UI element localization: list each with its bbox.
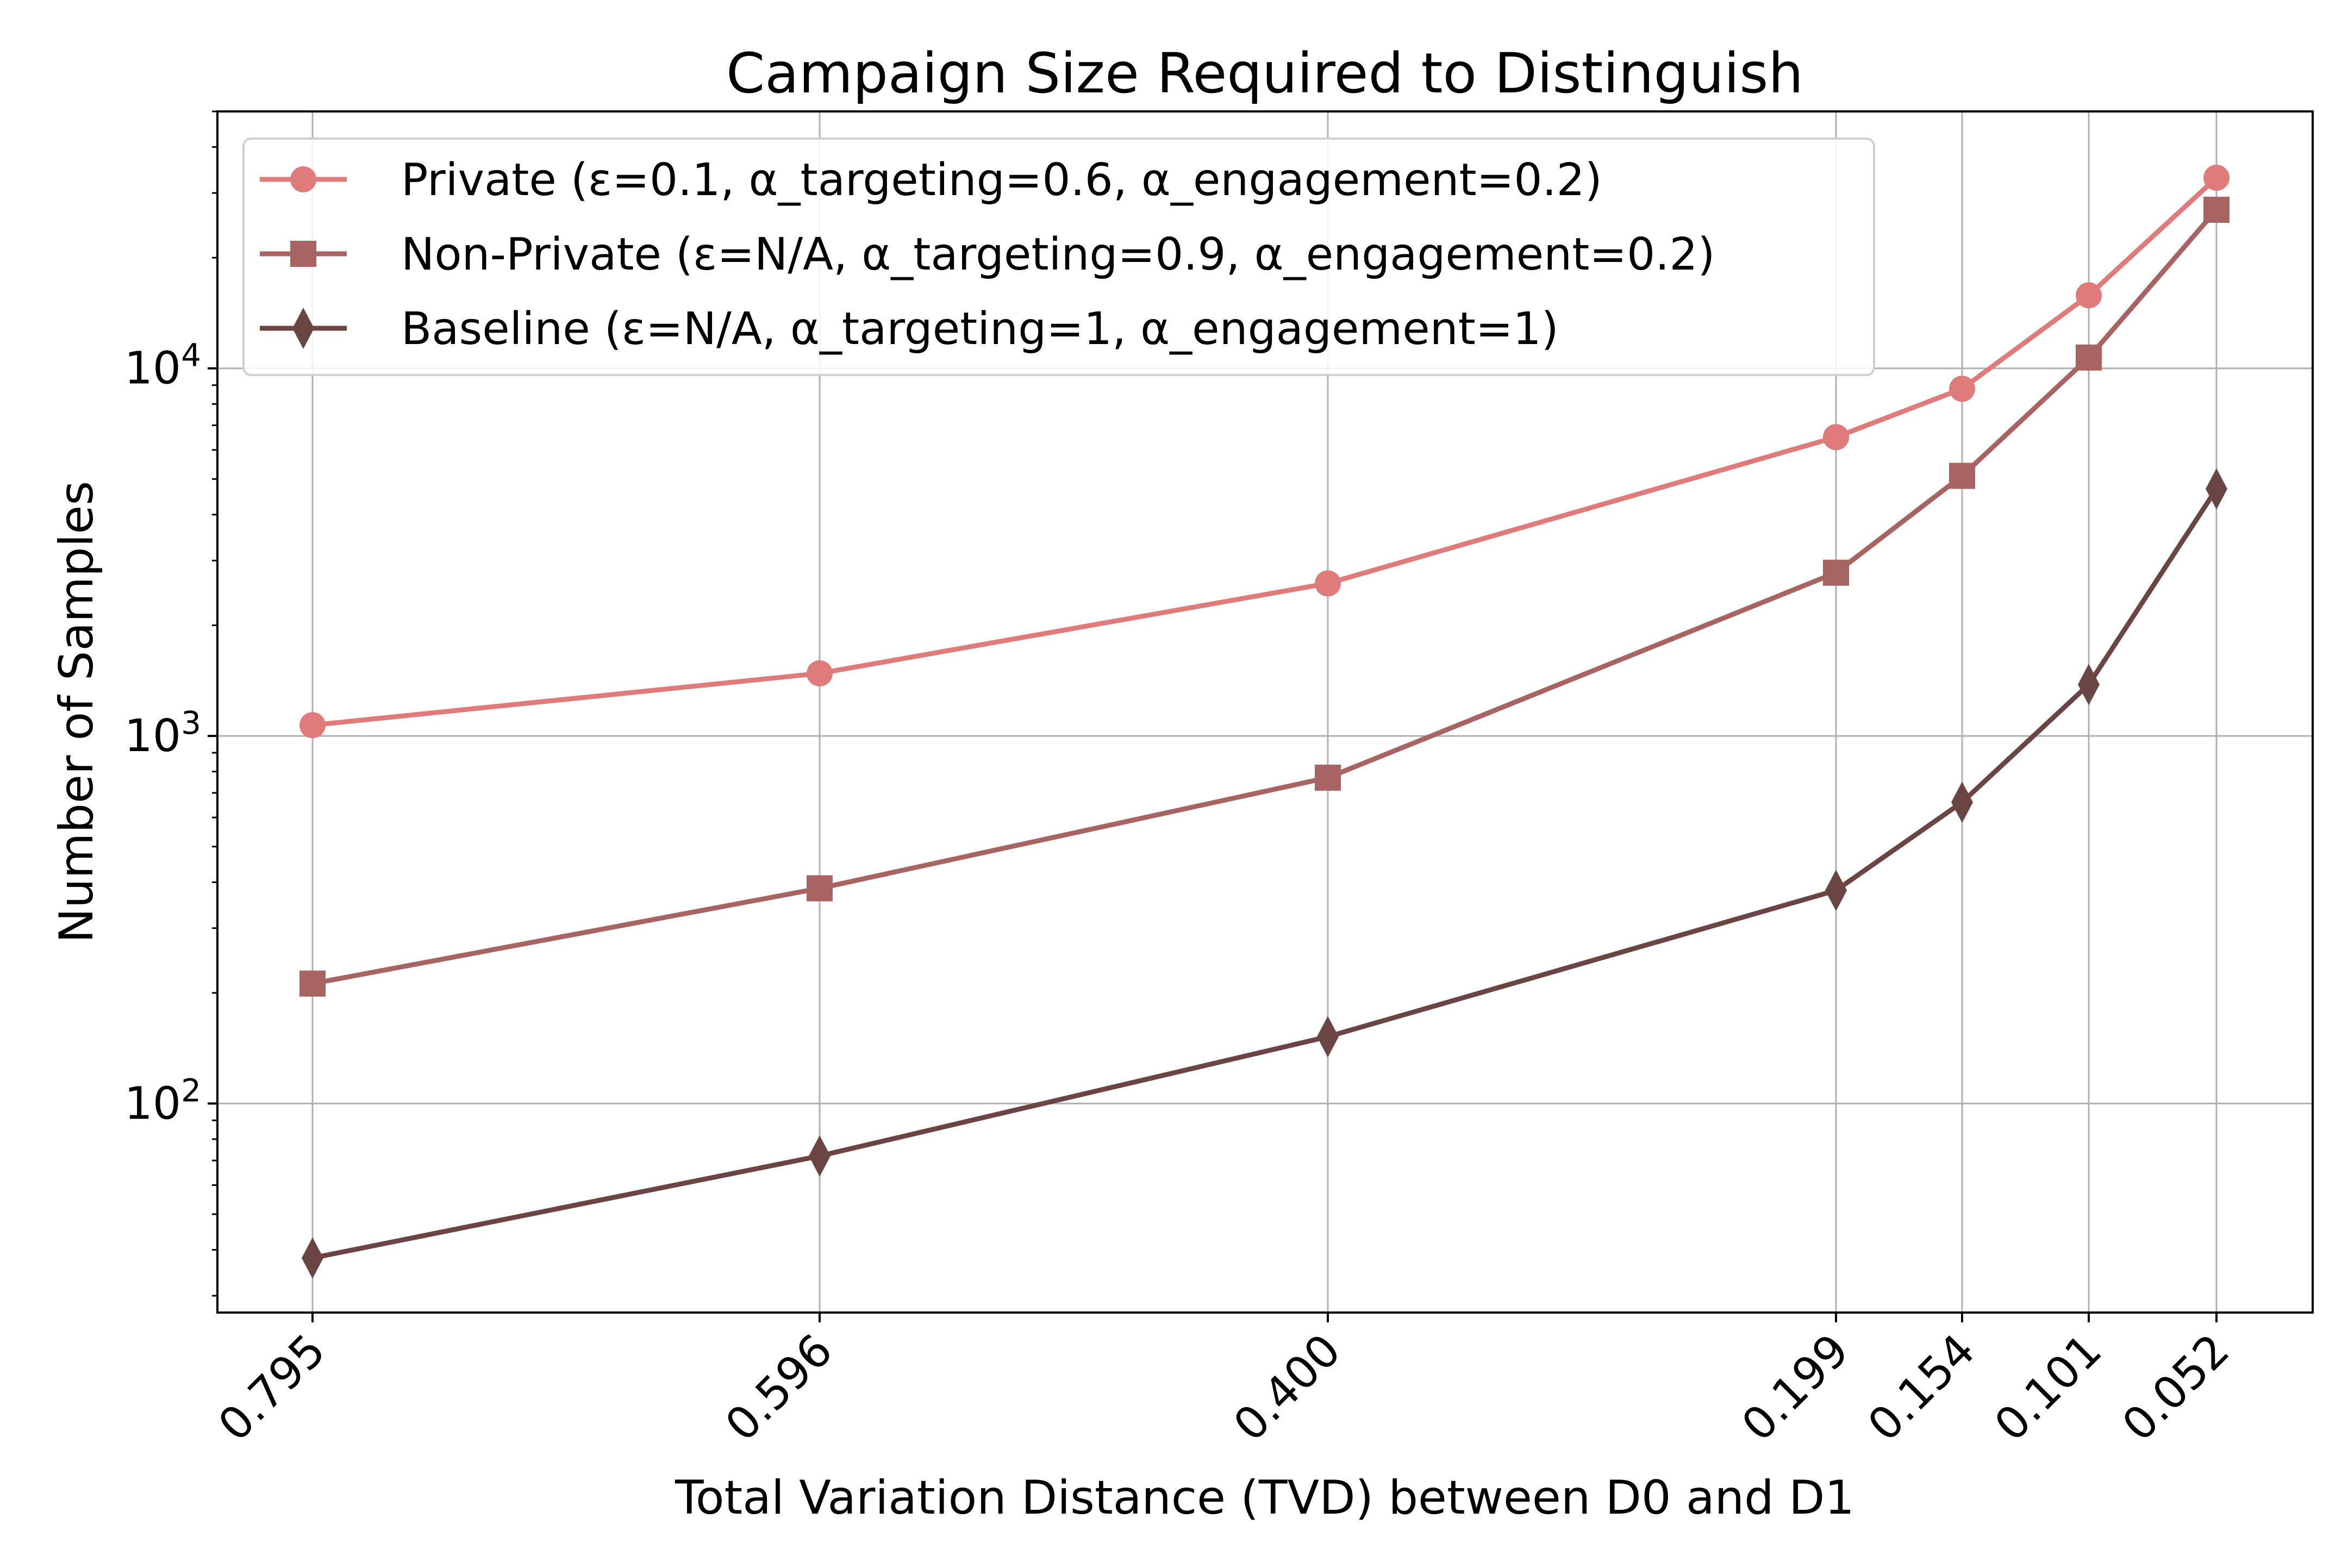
series-diamond [302, 468, 2227, 1279]
data-point [2076, 344, 2102, 371]
data-point [302, 1237, 323, 1279]
y-tick-exponent: 4 [181, 337, 201, 374]
x-tick-label: 0.052 [2113, 1325, 2239, 1451]
data-point [1823, 424, 1849, 451]
series-square [299, 196, 2230, 997]
legend-label: Baseline (ε=N/A, α_targeting=1, α_engage… [401, 303, 1559, 355]
legend: Private (ε=0.1, α_targeting=0.6, α_engag… [242, 138, 1875, 376]
legend-marker [290, 241, 316, 267]
data-point [1317, 1016, 1339, 1058]
data-point [1315, 570, 1341, 597]
legend-label: Non-Private (ε=N/A, α_targeting=0.9, α_e… [401, 229, 1715, 280]
legend-box [242, 138, 1875, 376]
data-point [1823, 559, 1849, 586]
data-point [2203, 165, 2230, 191]
data-point [2206, 468, 2227, 510]
data-point [1949, 463, 1975, 489]
series-circle [299, 165, 2230, 739]
data-point [299, 712, 326, 739]
x-axis-label: Total Variation Distance (TVD) between D… [675, 1471, 1854, 1525]
series-line [312, 488, 2219, 1261]
plot-frame [216, 110, 2314, 1314]
legend-marker [292, 308, 314, 349]
x-tick-label: 0.154 [1858, 1325, 1985, 1451]
y-tick-label: 104 [124, 337, 201, 395]
chart-title: Campaign Size Required to Distinguish [726, 41, 1803, 106]
y-axis-label: Number of Samples [49, 481, 104, 943]
y-tick-base: 10 [124, 710, 181, 762]
y-tick-exponent: 2 [181, 1072, 201, 1109]
data-point [299, 970, 326, 997]
x-tick-label: 0.400 [1224, 1325, 1351, 1451]
x-tick-label: 0.199 [1732, 1325, 1859, 1451]
data-point [809, 1135, 830, 1177]
data-point [1315, 764, 1341, 791]
legend-marker [290, 166, 316, 192]
data-point [1951, 782, 1973, 823]
data-point [1949, 376, 1975, 402]
y-tick-label: 103 [124, 704, 201, 762]
data-point [807, 660, 833, 686]
x-tick-label: 0.596 [716, 1325, 842, 1451]
y-tick-base: 10 [124, 343, 181, 395]
data-point [2203, 196, 2230, 223]
y-tick-base: 10 [124, 1078, 181, 1129]
data-point [2078, 664, 2100, 705]
x-tick-label: 0.101 [1985, 1325, 2112, 1451]
data-point [807, 875, 833, 902]
y-tick-exponent: 3 [181, 704, 201, 741]
x-tick-label: 0.795 [209, 1325, 335, 1451]
y-tick-label: 102 [124, 1072, 201, 1129]
legend-label: Private (ε=0.1, α_targeting=0.6, α_engag… [401, 154, 1602, 206]
data-point [1825, 870, 1847, 911]
series-layer [299, 165, 2230, 1279]
data-point [2076, 282, 2102, 309]
